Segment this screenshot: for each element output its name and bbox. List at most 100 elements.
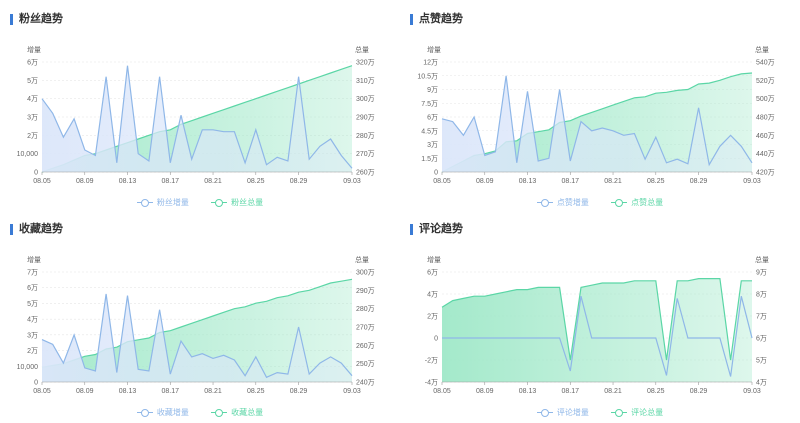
y-axis-left-label: 增量: [427, 45, 441, 54]
chart-panel-comments: 评论趋势 增量 总量 -4万 -2万 0 2万 4万 6万 4万 5万 6万 7万 8万 9万 08.05 0…: [400, 210, 800, 420]
y-tick-left: 3万: [427, 141, 438, 149]
legend-item[interactable]: 点赞增量: [536, 197, 589, 208]
y-axis-left-label: 增量: [27, 255, 41, 264]
y-tick-right: 300万: [356, 269, 375, 277]
chart-canvas: 增量 总量 0 1.5万 3万 4.5万 6万 7.5万 9万 10.5万 12万 420万 440万 4…: [417, 45, 775, 185]
y-tick-right: 540万: [756, 59, 775, 67]
y-tick-left: 2万: [27, 347, 38, 355]
legend-item[interactable]: 粉丝总量: [211, 197, 263, 208]
x-tick-label: 08.25: [247, 178, 265, 185]
y-tick-left: 0: [434, 170, 438, 177]
y-axis-left-label: 增量: [427, 255, 441, 264]
y-tick-left: 3万: [27, 331, 38, 339]
chart-title: 收藏趋势: [10, 224, 63, 235]
chart-canvas: 增量 总量 0 10,000 2万 3万 4万 5万 6万 260万 270万 280万 290万 300…: [17, 45, 375, 185]
y-tick-right: 240万: [356, 379, 375, 387]
legend-item[interactable]: 粉丝增量: [136, 197, 189, 208]
y-tick-left: 2万: [27, 132, 38, 140]
chart-canvas: 增量 总量 0 10,000 2万 3万 4万 5万 6万 7万 240万 250万 260万 270万 2…: [17, 255, 375, 395]
x-tick-label: 08.29: [290, 388, 308, 395]
y-tick-left: 7.5万: [421, 100, 438, 108]
y-tick-right: 310万: [356, 77, 375, 85]
x-tick-label: 08.09: [476, 178, 494, 185]
y-tick-right: 300万: [356, 95, 375, 103]
legend-label: 粉丝总量: [231, 198, 264, 207]
x-tick-label: 08.05: [433, 388, 451, 395]
x-tick-label: 08.25: [647, 178, 665, 185]
y-tick-left: 12万: [423, 59, 438, 67]
y-tick-left: 10,000: [17, 364, 39, 371]
x-tick-label: 08.05: [33, 388, 51, 395]
series-line: [442, 296, 753, 377]
y-axis-right-label: 总量: [355, 255, 369, 264]
legend-label: 收藏总量: [231, 408, 264, 417]
x-tick-label: 08.05: [433, 178, 451, 185]
y-tick-left: 4万: [427, 291, 438, 299]
chart-panel-likes: 点赞趋势 增量 总量 0 1.5万 3万 4.5万 6万 7.5万 9万 10.5万 12万 420万…: [400, 0, 800, 210]
y-tick-right: 280万: [356, 305, 375, 313]
y-tick-left: 0: [434, 336, 438, 343]
legend-item[interactable]: 评论总量: [611, 407, 663, 418]
x-tick-label: 08.09: [76, 178, 94, 185]
chart-legend: 收藏增量 收藏总量: [0, 406, 400, 418]
series-line: [441, 278, 752, 361]
series-area: [442, 278, 752, 382]
chart-legend: 点赞增量 点赞总量: [400, 196, 800, 208]
legend-item[interactable]: 收藏增量: [136, 407, 189, 418]
legend-item[interactable]: 评论增量: [536, 407, 589, 418]
legend-item[interactable]: 点赞总量: [611, 197, 663, 208]
series-area: [42, 65, 352, 172]
x-tick-label: 08.17: [562, 178, 580, 185]
series-area: [42, 294, 352, 382]
chart-title: 点赞趋势: [410, 14, 463, 25]
x-tick-label: 08.21: [204, 178, 222, 185]
y-tick-right: 270万: [356, 150, 375, 158]
y-tick-left: 10,000: [17, 151, 39, 158]
x-tick-label: 09.03: [743, 178, 761, 185]
x-tick-label: 08.25: [247, 388, 265, 395]
y-tick-left: 4.5万: [421, 127, 438, 135]
y-axis-right-label: 总量: [755, 255, 769, 264]
x-tick-label: 08.09: [476, 388, 494, 395]
x-tick-label: 09.03: [343, 178, 361, 185]
y-tick-right: 7万: [756, 313, 767, 321]
y-tick-left: 4万: [27, 316, 38, 324]
y-axis-right-label: 总量: [355, 45, 369, 54]
x-tick-label: 09.03: [343, 388, 361, 395]
series-line: [441, 72, 753, 173]
x-tick-label: 08.17: [162, 178, 180, 185]
y-tick-left: 10.5万: [417, 72, 438, 80]
y-tick-left: 5万: [27, 300, 38, 308]
y-tick-left: 5万: [27, 77, 38, 85]
y-tick-right: 270万: [356, 324, 375, 332]
y-tick-right: 500万: [756, 95, 775, 103]
chart-title: 评论趋势: [410, 224, 463, 235]
y-tick-left: 1.5万: [421, 155, 438, 163]
y-tick-right: 9万: [756, 269, 767, 277]
series-line: [41, 278, 353, 368]
chart-title: 粉丝趋势: [10, 14, 63, 25]
legend-item[interactable]: 收藏总量: [211, 407, 263, 418]
y-tick-left: 0: [34, 170, 38, 177]
x-tick-label: 08.29: [290, 178, 308, 185]
y-tick-left: 6万: [27, 284, 38, 292]
chart-panel-fans: 粉丝趋势 增量 总量 0 10,000 2万 3万 4万 5万 6万 260万 270万 280万 29…: [0, 0, 400, 210]
x-tick-label: 08.13: [519, 178, 537, 185]
y-tick-right: 5万: [756, 357, 767, 365]
y-tick-left: 7万: [27, 269, 38, 277]
x-tick-label: 08.21: [604, 178, 622, 185]
x-tick-label: 08.21: [204, 388, 222, 395]
series-line: [441, 75, 753, 167]
y-axis-right-label: 总量: [755, 45, 769, 54]
y-tick-left: 2万: [427, 313, 438, 321]
y-tick-right: 250万: [356, 360, 375, 368]
y-tick-right: 520万: [756, 77, 775, 85]
y-axis-left-label: 增量: [27, 45, 41, 54]
y-tick-right: 480万: [756, 114, 775, 122]
y-tick-left: 9万: [427, 86, 438, 94]
y-tick-right: 6万: [756, 335, 767, 343]
y-tick-left: -4万: [425, 379, 438, 387]
x-tick-label: 08.25: [647, 388, 665, 395]
y-tick-left: 6万: [427, 269, 438, 277]
y-tick-right: 8万: [756, 291, 767, 299]
